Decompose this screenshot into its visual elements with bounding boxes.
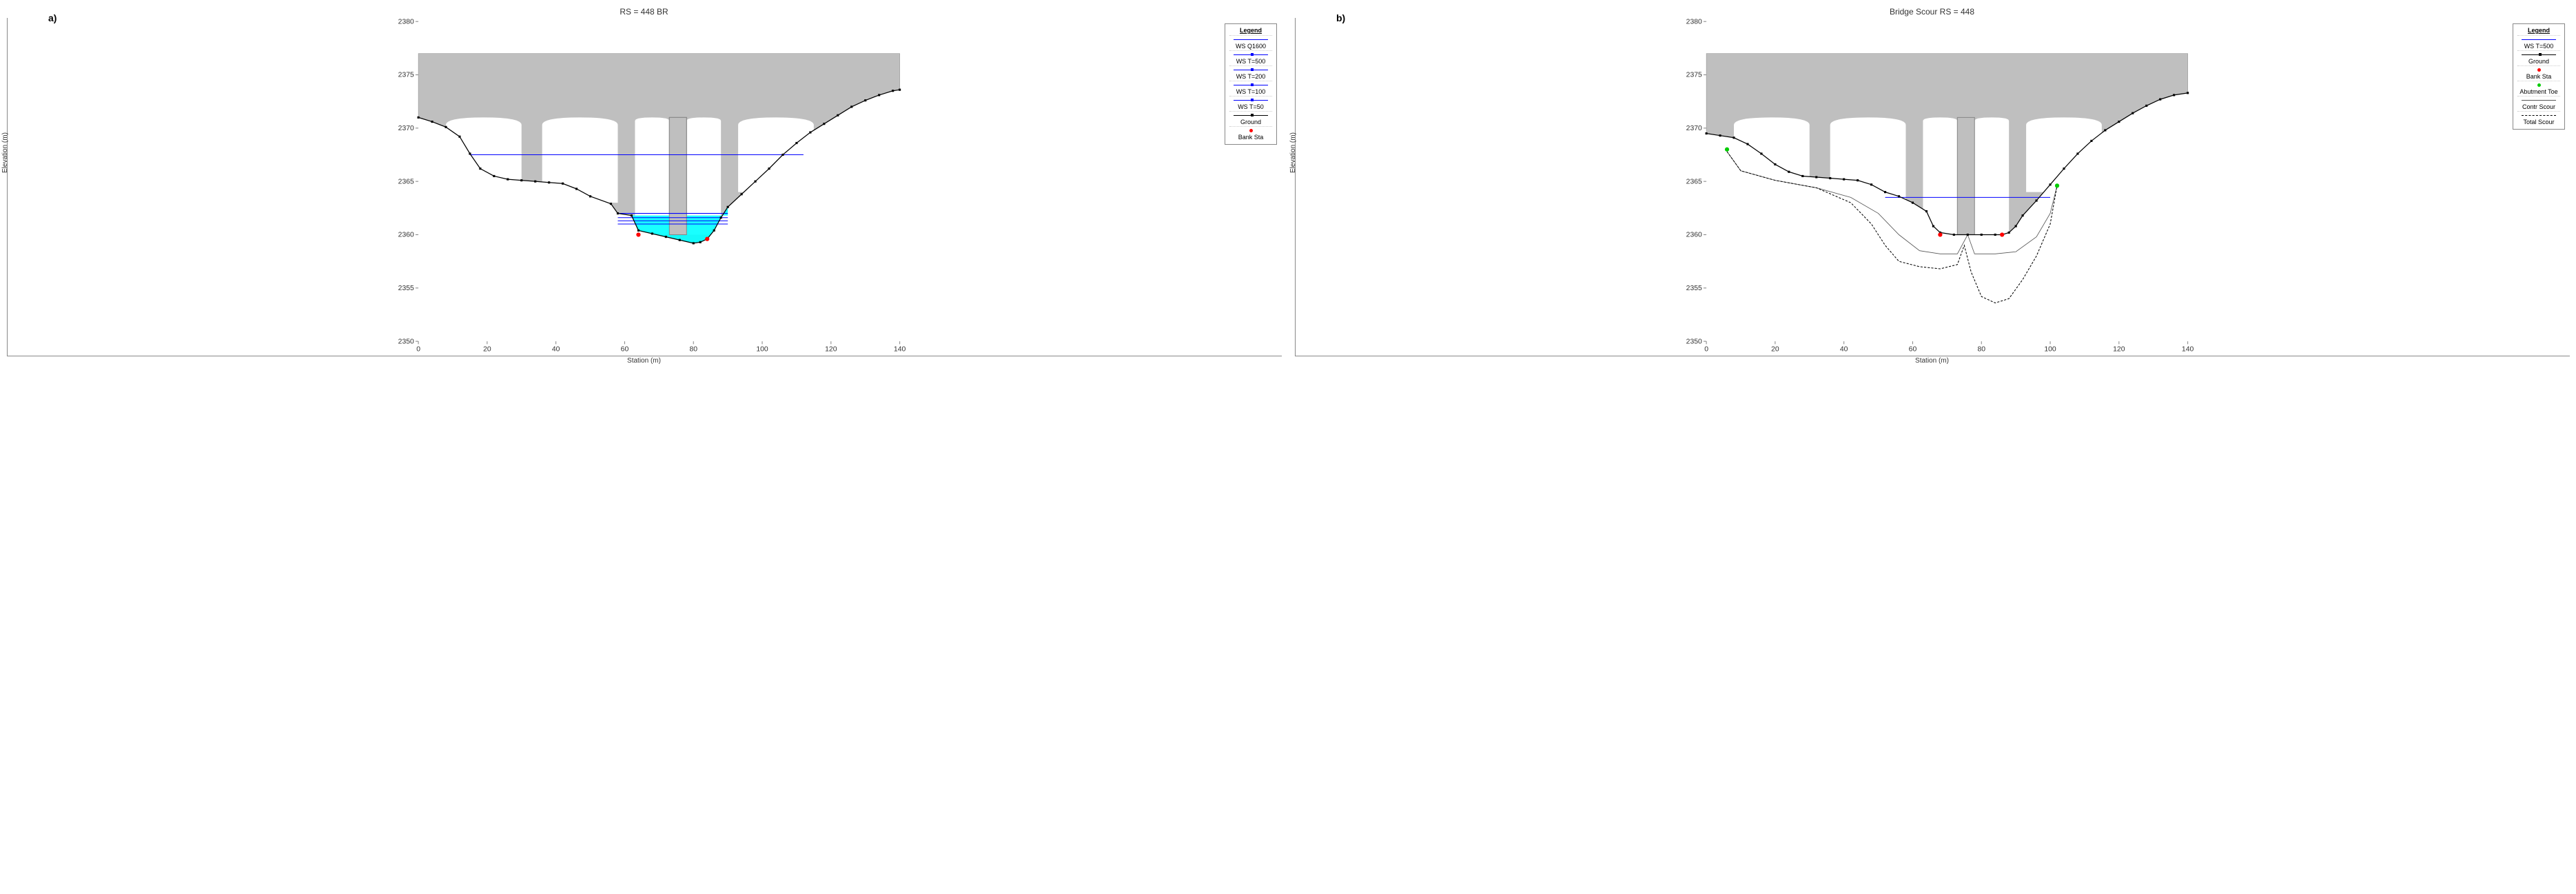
svg-text:2370: 2370: [1686, 125, 1702, 132]
legend-item: Bank Sta: [2517, 65, 2560, 81]
svg-text:100: 100: [2044, 346, 2056, 354]
arch-opening: [446, 117, 522, 181]
legend-title: Legend: [1229, 27, 1272, 34]
x-axis-label: Station (m): [1295, 357, 2569, 365]
svg-text:60: 60: [1909, 346, 1917, 354]
arch-opening: [1974, 117, 2009, 234]
arch-opening: [1830, 117, 1906, 203]
legend-label: Ground: [1240, 119, 1261, 125]
svg-text:2365: 2365: [1686, 178, 1702, 185]
svg-text:2355: 2355: [1686, 285, 1702, 292]
abutment-toe-marker: [2055, 183, 2059, 187]
svg-text:2355: 2355: [398, 285, 414, 292]
svg-text:20: 20: [1771, 346, 1779, 354]
panel-letter: b): [1336, 12, 1345, 23]
legend-item: Ground: [2517, 50, 2560, 65]
x-axis-label: Station (m): [7, 357, 1281, 365]
arch-opening: [542, 117, 618, 203]
svg-text:0: 0: [416, 346, 420, 354]
legend-item: WS T=200: [1229, 65, 1272, 81]
plot-title: Bridge Scour RS = 448: [1295, 7, 2569, 17]
svg-text:100: 100: [756, 346, 768, 354]
svg-text:140: 140: [894, 346, 906, 354]
panel-a: RS = 448 BRa)Elevation (m)02040608010012…: [7, 7, 1281, 365]
svg-text:140: 140: [2182, 346, 2194, 354]
svg-text:2375: 2375: [1686, 72, 1702, 79]
legend-label: WS T=500: [2524, 43, 2554, 50]
legend: Legend WS T=500 Ground Bank Sta Abutment Toe…: [2513, 23, 2565, 130]
bank-sta-marker: [2000, 232, 2004, 236]
y-axis-label: Elevation (m): [1, 132, 9, 173]
legend-label: WS Q1600: [1236, 43, 1266, 50]
abutment-toe-marker: [1725, 148, 1729, 152]
arch-opening: [1923, 117, 1957, 234]
legend-item: Abutment Toe: [2517, 81, 2560, 96]
legend-item: Bank Sta: [1229, 126, 1272, 141]
panel-letter: a): [48, 12, 57, 23]
svg-text:120: 120: [2113, 346, 2125, 354]
svg-text:40: 40: [1840, 346, 1848, 354]
legend-item: WS T=500: [1229, 50, 1272, 65]
arch-opening: [2026, 117, 2102, 192]
svg-text:2360: 2360: [1686, 232, 1702, 239]
svg-text:2375: 2375: [398, 72, 414, 79]
legend: Legend WS Q1600 WS T=500 WS T=200 WS T=100 WS…: [1225, 23, 1277, 145]
legend-title: Legend: [2517, 27, 2560, 34]
svg-text:20: 20: [483, 346, 491, 354]
bank-sta-marker: [636, 232, 640, 236]
plot-svg: 0 20 40 60 80 100 120 140 2350 2355 2360 2365 2370 23…: [1295, 18, 2570, 356]
legend-item: WS T=50: [1229, 96, 1272, 111]
svg-text:2350: 2350: [1686, 338, 1702, 345]
legend-label: WS T=500: [1236, 58, 1266, 65]
legend-label: WS T=50: [1238, 103, 1264, 110]
legend-label: Ground: [2528, 58, 2549, 65]
legend-item: Contr Scour: [2517, 96, 2560, 111]
svg-text:40: 40: [552, 346, 560, 354]
svg-text:2380: 2380: [398, 18, 414, 26]
svg-text:0: 0: [1704, 346, 1708, 354]
svg-text:2370: 2370: [398, 125, 414, 132]
bank-sta-marker: [1938, 232, 1942, 236]
legend-label: Total Scour: [2523, 119, 2554, 125]
pier: [1957, 117, 1974, 234]
legend-label: Bank Sta: [1238, 134, 1264, 141]
svg-text:80: 80: [1977, 346, 1985, 354]
bank-sta-marker: [705, 237, 709, 241]
legend-item: WS T=500: [2517, 35, 2560, 50]
legend-item: Ground: [1229, 111, 1272, 126]
svg-text:2365: 2365: [398, 178, 414, 185]
legend-label: WS T=100: [1236, 88, 1266, 95]
svg-text:2360: 2360: [398, 232, 414, 239]
y-axis-label: Elevation (m): [1289, 132, 1297, 173]
svg-text:2380: 2380: [1686, 18, 1702, 26]
legend-item: WS T=100: [1229, 81, 1272, 96]
plot-svg: 0 20 40 60 80 100 120 140 2350 2355 2360 2365 2370 23…: [7, 18, 1282, 356]
svg-text:2350: 2350: [398, 338, 414, 345]
panel-b: Bridge Scour RS = 448b)Elevation (m)0204…: [1295, 7, 2569, 365]
svg-text:60: 60: [621, 346, 629, 354]
legend-label: Abutment Toe: [2519, 88, 2557, 95]
legend-item: Total Scour: [2517, 111, 2560, 126]
legend-label: Contr Scour: [2522, 103, 2555, 110]
plot-title: RS = 448 BR: [7, 7, 1281, 17]
legend-item: WS Q1600: [1229, 35, 1272, 50]
legend-label: Bank Sta: [2526, 73, 2552, 80]
svg-text:80: 80: [689, 346, 697, 354]
svg-text:120: 120: [825, 346, 837, 354]
legend-label: WS T=200: [1236, 73, 1266, 80]
